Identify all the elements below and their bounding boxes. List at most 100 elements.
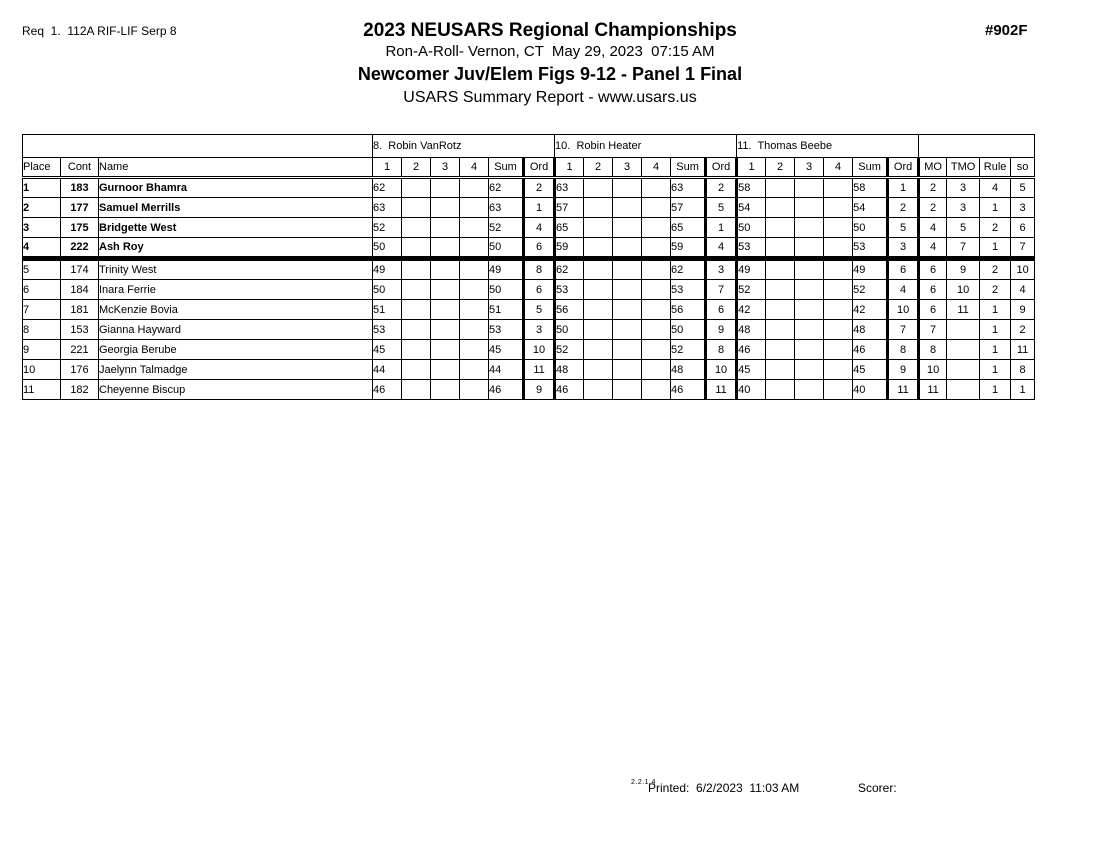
score3-cell (430, 237, 461, 261)
score4-cell (823, 177, 854, 198)
cont-cell: 176 (60, 359, 99, 380)
event-title: Newcomer Juv/Elem Figs 9-12 - Panel 1 Fi… (357, 64, 743, 84)
mo-cell: 8 (918, 339, 948, 360)
score3-cell (430, 258, 461, 280)
col-header-so: so (1010, 157, 1036, 179)
col-header-place: Place (22, 157, 61, 179)
so-cell: 11 (1010, 339, 1036, 360)
sum-cell: 52 (670, 339, 707, 360)
sum-cell: 46 (488, 379, 525, 400)
score1-cell: 45 (372, 339, 403, 360)
table-row: 6 184 Inara Ferrie 50 50 6 53 53 7 52 52 4 6 10 2 4 (22, 279, 1036, 300)
score1-cell: 48 (736, 319, 767, 340)
sum-cell: 50 (670, 319, 707, 340)
score4-cell (459, 217, 490, 238)
col-header-score1: 1 (554, 157, 585, 179)
rule-cell: 1 (979, 319, 1012, 340)
score2-cell (765, 177, 796, 198)
sum-cell: 49 (488, 258, 525, 280)
score1-cell: 49 (736, 258, 767, 280)
name-cell: Inara Ferrie (97, 279, 374, 300)
score1-cell: 42 (736, 299, 767, 320)
score2-cell (583, 177, 614, 198)
score2-cell (583, 217, 614, 238)
so-cell: 4 (1010, 279, 1036, 300)
ord-cell: 5 (704, 197, 739, 218)
mo-cell: 10 (918, 359, 948, 380)
score2-cell (583, 279, 614, 300)
score2-cell (765, 258, 796, 280)
score4-cell (459, 299, 490, 320)
tmo-cell: 9 (946, 258, 981, 280)
score2-cell (401, 279, 432, 300)
score4-cell (823, 359, 854, 380)
tmo-cell (946, 319, 981, 340)
score2-cell (765, 339, 796, 360)
score4-cell (459, 359, 490, 380)
score1-cell: 53 (372, 319, 403, 340)
col-header-score1: 1 (736, 157, 767, 179)
col-header-mo: MO (918, 157, 948, 179)
score4-cell (459, 197, 490, 218)
sum-cell: 56 (670, 299, 707, 320)
place-cell: 11 (22, 379, 61, 400)
score1-cell: 52 (554, 339, 585, 360)
score2-cell (583, 237, 614, 261)
col-header-tmo: TMO (946, 157, 981, 179)
ord-cell: 8 (886, 339, 921, 360)
sum-cell: 45 (488, 339, 525, 360)
name-cell: Jaelynn Talmadge (97, 359, 374, 380)
sum-cell: 40 (852, 379, 889, 400)
rule-cell: 1 (979, 299, 1012, 320)
cont-cell: 221 (60, 339, 99, 360)
tmo-cell: 11 (946, 299, 981, 320)
score3-cell (612, 319, 643, 340)
software-version: 2.2.1.4 (631, 779, 656, 786)
sum-cell: 48 (670, 359, 707, 380)
score2-cell (765, 217, 796, 238)
so-cell: 9 (1010, 299, 1036, 320)
column-header-row: Place Cont Name 1 2 3 4 Sum Ord 1 2 3 4 … (22, 157, 1036, 179)
score4-cell (823, 379, 854, 400)
col-header-score4: 4 (459, 157, 490, 179)
sum-cell: 63 (488, 197, 525, 218)
name-cell: Gianna Hayward (97, 319, 374, 340)
rule-cell: 1 (979, 379, 1012, 400)
results-table-container: 8. Robin VanRotz 10. Robin Heater 11. Th… (21, 134, 1036, 400)
score3-cell (430, 279, 461, 300)
mo-cell: 11 (918, 379, 948, 400)
col-header-name: Name (97, 157, 374, 179)
score1-cell: 49 (372, 258, 403, 280)
ord-cell: 8 (704, 339, 739, 360)
name-cell: Samuel Merrills (97, 197, 374, 218)
score2-cell (401, 237, 432, 261)
sum-cell: 46 (852, 339, 889, 360)
ord-cell: 3 (704, 258, 739, 280)
ord-cell: 7 (886, 319, 921, 340)
ord-cell: 9 (886, 359, 921, 380)
score1-cell: 48 (554, 359, 585, 380)
score4-cell (641, 279, 672, 300)
name-cell: Bridgette West (97, 217, 374, 238)
score1-cell: 51 (372, 299, 403, 320)
sum-cell: 52 (488, 217, 525, 238)
cont-cell: 177 (60, 197, 99, 218)
score1-cell: 57 (554, 197, 585, 218)
score1-cell: 50 (736, 217, 767, 238)
score3-cell (794, 339, 825, 360)
place-cell: 9 (22, 339, 61, 360)
col-header-score1: 1 (372, 157, 403, 179)
score4-cell (641, 319, 672, 340)
score3-cell (612, 217, 643, 238)
col-header-score3: 3 (612, 157, 643, 179)
score4-cell (459, 237, 490, 261)
score2-cell (583, 359, 614, 380)
score1-cell: 46 (736, 339, 767, 360)
ord-cell: 1 (522, 197, 557, 218)
sum-cell: 51 (488, 299, 525, 320)
table-row: 7 181 McKenzie Bovia 51 51 5 56 56 6 42 42 10 6 11 1 9 (22, 299, 1036, 320)
score4-cell (641, 359, 672, 380)
ord-cell: 6 (704, 299, 739, 320)
score4-cell (823, 339, 854, 360)
score4-cell (823, 299, 854, 320)
